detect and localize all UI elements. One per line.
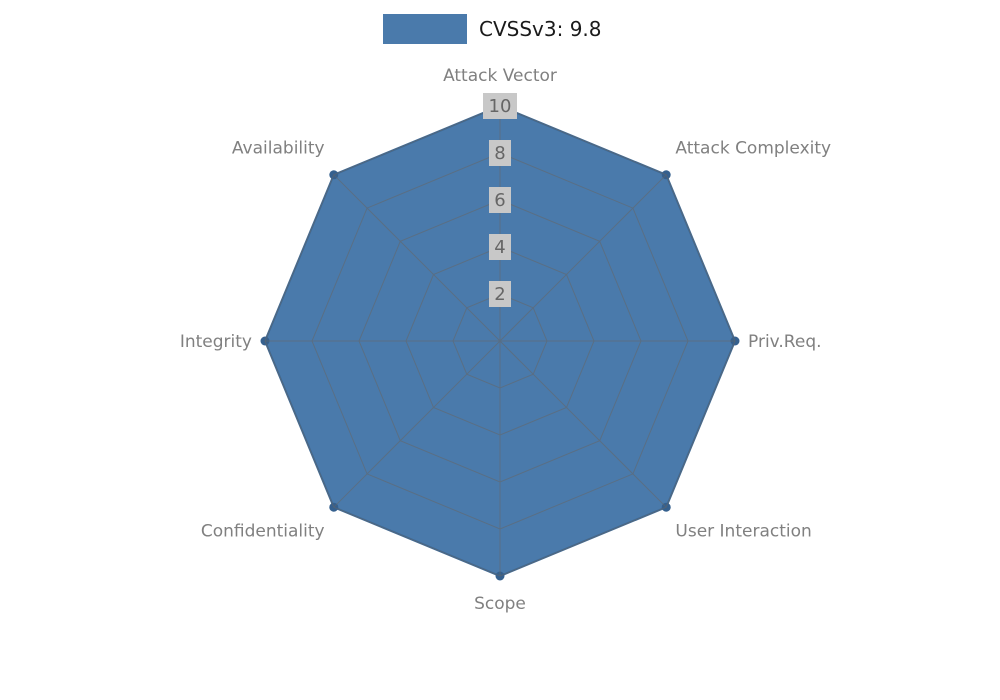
- tick-label-bg: [489, 234, 511, 260]
- tick-label-bg: [489, 187, 511, 213]
- grid-spoke: [333, 174, 501, 342]
- legend-label: CVSSv3: 9.8: [479, 17, 602, 41]
- axis-label-attack-vector: Attack Vector: [443, 66, 557, 86]
- tick-label: 10: [489, 96, 512, 117]
- axis-label-attack-complexity: Attack Complexity: [675, 139, 831, 159]
- tick-labels: 2 4 6 8 10: [483, 93, 517, 307]
- legend: CVSSv3: 9.8: [383, 14, 602, 44]
- axis-labels: Attack Vector Attack Complexity Priv.Req. U…: [180, 66, 831, 614]
- axis-label-user-interaction: User Interaction: [675, 521, 811, 541]
- tick-label: 6: [494, 190, 505, 211]
- radar-grid: [264, 105, 736, 577]
- tick-label-bg: [483, 93, 517, 119]
- grid-spoke: [499, 340, 667, 508]
- tick-label: 4: [494, 237, 505, 258]
- grid-spoke: [333, 340, 501, 508]
- axis-label-confidentiality: Confidentiality: [201, 521, 325, 541]
- grid-spoke: [499, 174, 667, 342]
- tick-label-bg: [489, 281, 511, 307]
- axis-label-priv-req: Priv.Req.: [748, 332, 822, 352]
- tick-label: 8: [494, 143, 505, 164]
- axis-label-scope: Scope: [474, 594, 526, 614]
- tick-label-bg: [489, 140, 511, 166]
- axis-label-availability: Availability: [232, 139, 325, 159]
- legend-swatch: [383, 14, 467, 44]
- tick-label: 2: [494, 284, 505, 305]
- axis-label-integrity: Integrity: [180, 332, 252, 352]
